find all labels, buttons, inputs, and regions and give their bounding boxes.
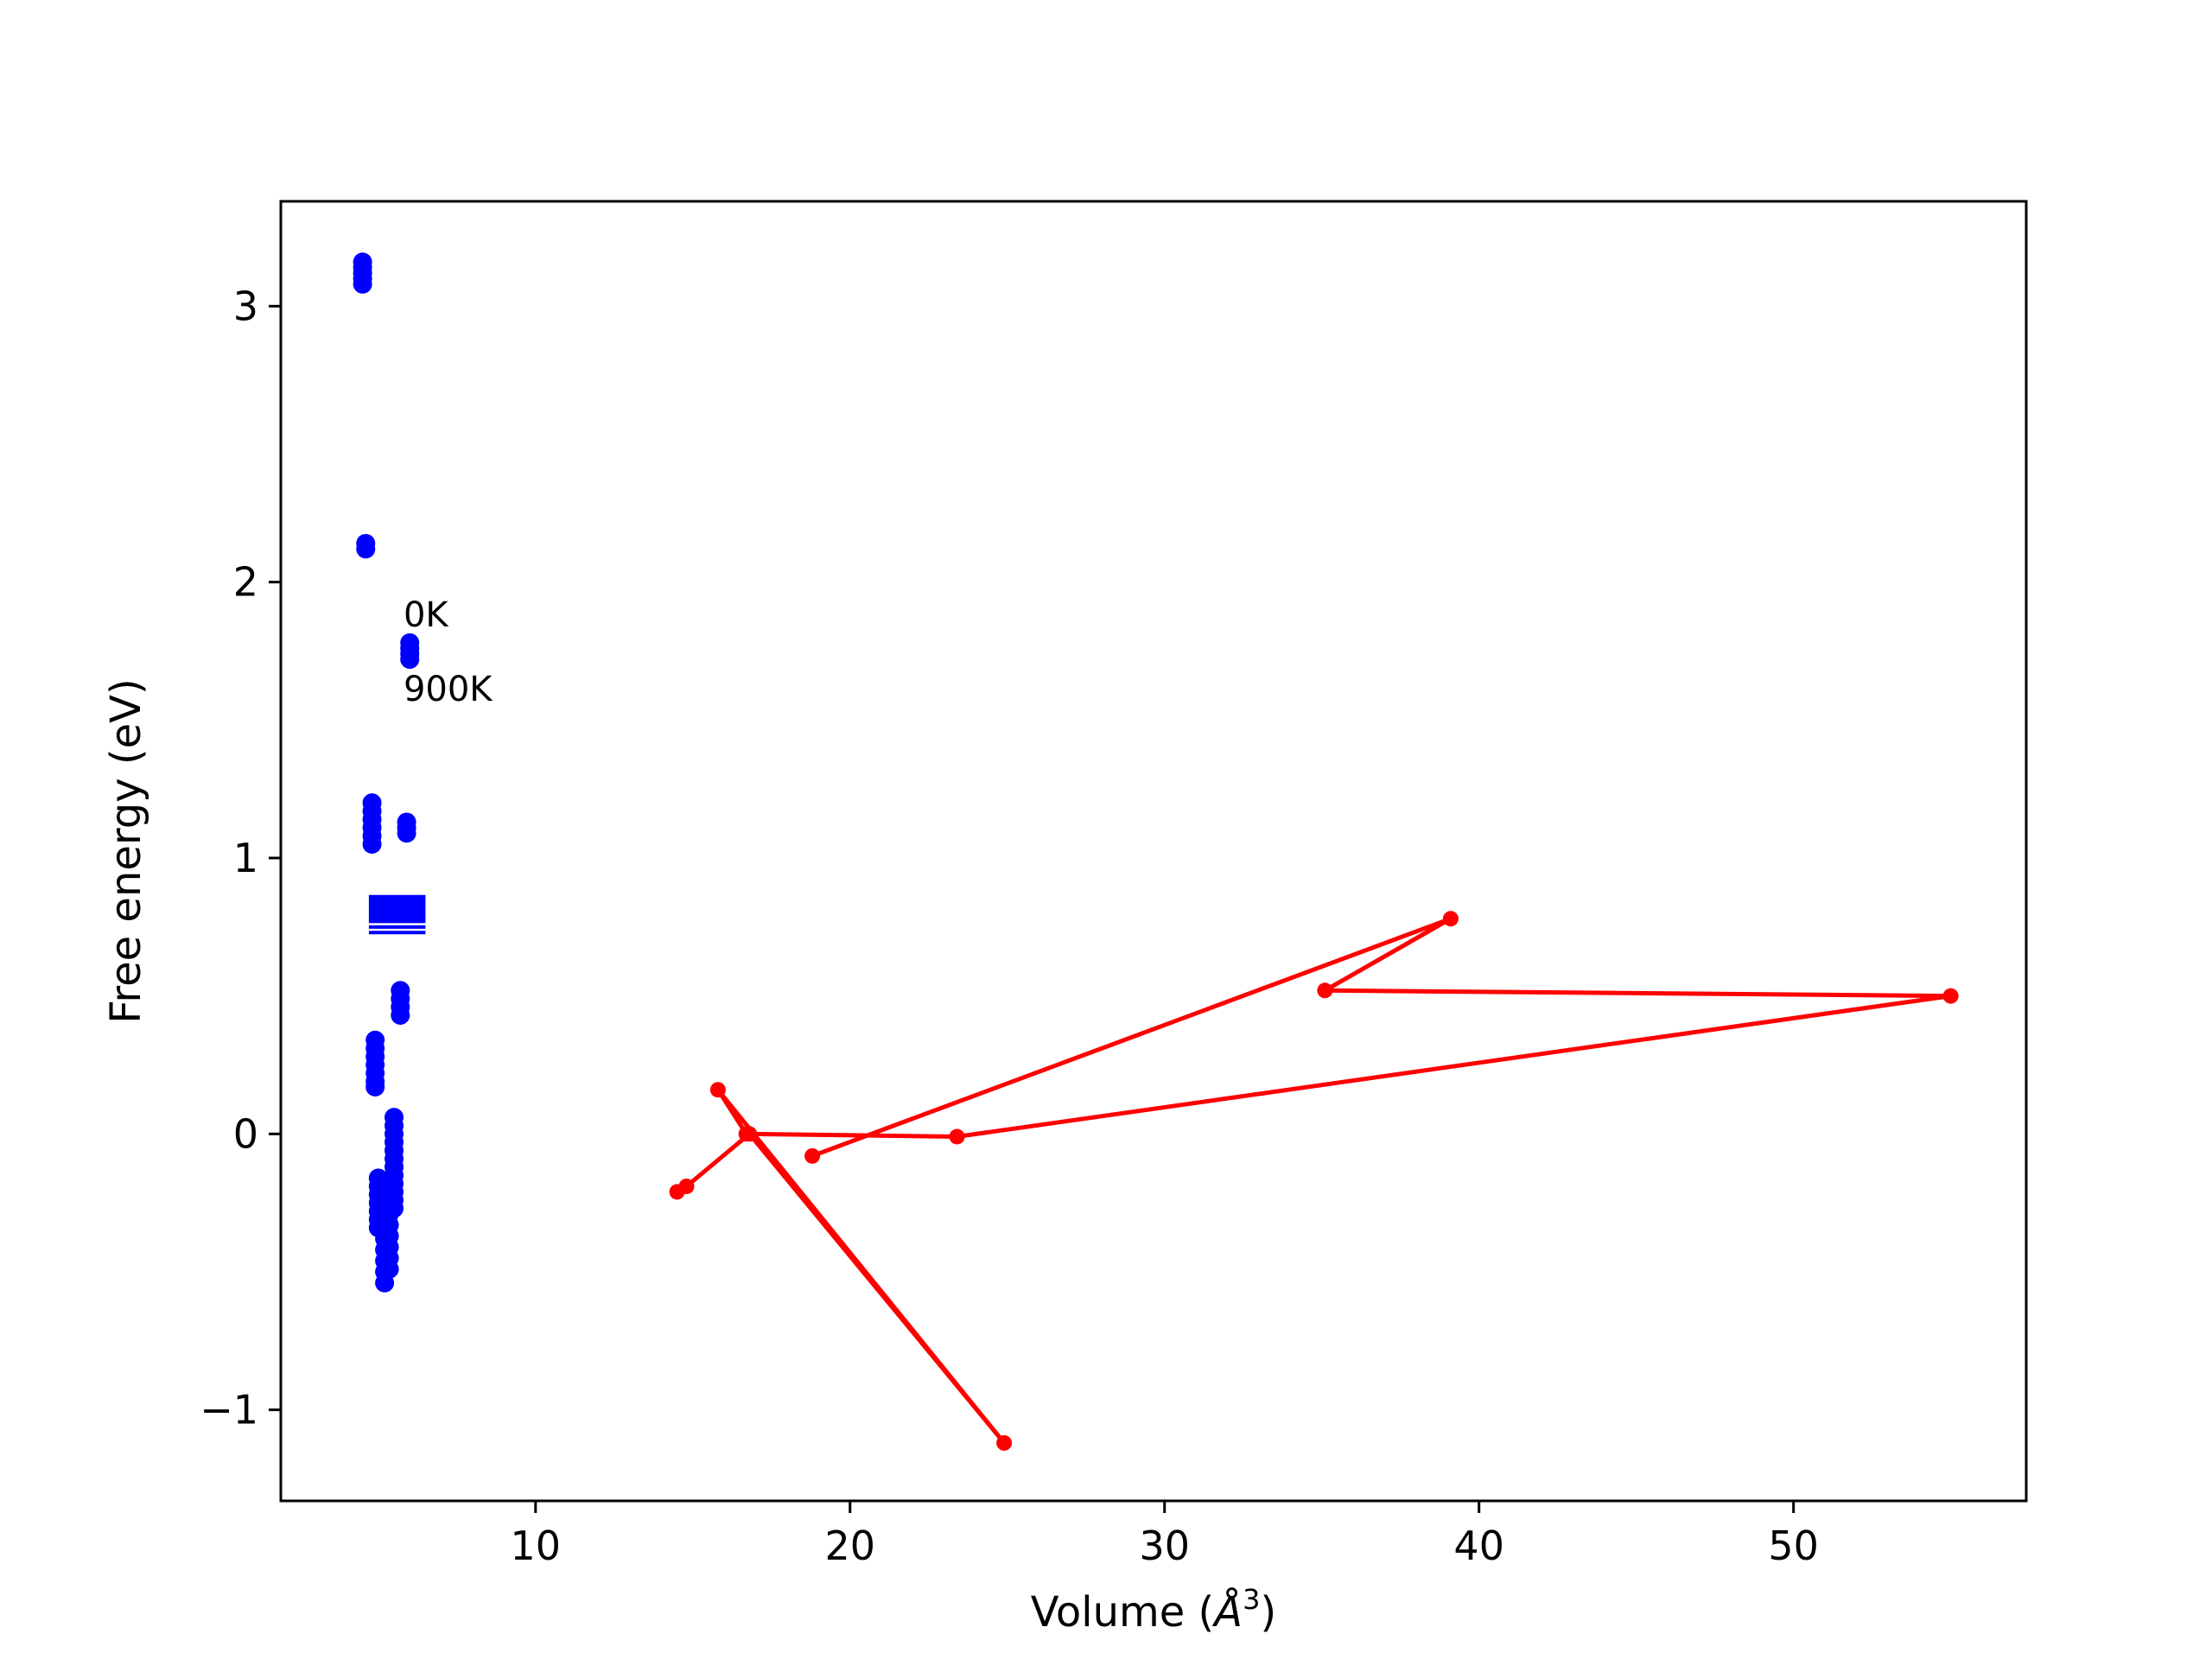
data-point <box>709 1082 726 1098</box>
series-0 <box>353 252 426 1293</box>
data-point <box>400 650 420 670</box>
y-tick-label: 3 <box>233 283 258 329</box>
x-tick-label: 50 <box>1768 1522 1819 1569</box>
y-tick-label: −1 <box>200 1387 258 1433</box>
data-point <box>391 1005 410 1025</box>
y-tick-label: 2 <box>233 559 258 606</box>
annotation-label: 0K <box>404 595 449 635</box>
data-point <box>804 1147 821 1164</box>
data-point <box>1942 988 1959 1004</box>
data-point <box>1317 982 1333 999</box>
data-point <box>1442 911 1459 927</box>
x-tick-label: 30 <box>1139 1522 1190 1569</box>
x-tick-label: 20 <box>825 1522 876 1569</box>
x-label-unit: Å <box>1211 1587 1243 1637</box>
data-point <box>365 1077 385 1097</box>
x-axis-label: Volume (Å3) <box>1031 1583 1276 1637</box>
x-tick-label: 10 <box>511 1522 562 1569</box>
x-label-exponent: 3 <box>1243 1583 1260 1616</box>
data-point <box>353 274 372 294</box>
x-axis: 10 20 30 40 50 <box>511 1501 1819 1569</box>
y-tick-label: 1 <box>233 835 258 881</box>
y-tick-label: 0 <box>233 1110 258 1157</box>
series-1 <box>669 911 1959 1451</box>
x-tick-label: 40 <box>1453 1522 1504 1569</box>
axes-frame <box>279 200 2028 1503</box>
data-point <box>397 823 416 843</box>
data-point <box>379 1259 399 1279</box>
data-point <box>678 1178 695 1194</box>
data-point <box>362 835 382 855</box>
y-axis: −1 0 1 2 3 <box>200 283 281 1433</box>
annotation-label: 900K <box>404 670 493 709</box>
plot-area <box>353 252 1959 1451</box>
x-label-text: Volume ( <box>1031 1588 1215 1637</box>
y-axis-label: Free energy (eV) <box>102 678 150 1023</box>
data-point <box>738 1126 754 1142</box>
annotations: 0K 900K <box>404 595 493 709</box>
data-point <box>996 1434 1013 1451</box>
data-point <box>356 539 376 559</box>
x-label-close: ) <box>1260 1588 1276 1637</box>
data-point <box>949 1128 965 1145</box>
